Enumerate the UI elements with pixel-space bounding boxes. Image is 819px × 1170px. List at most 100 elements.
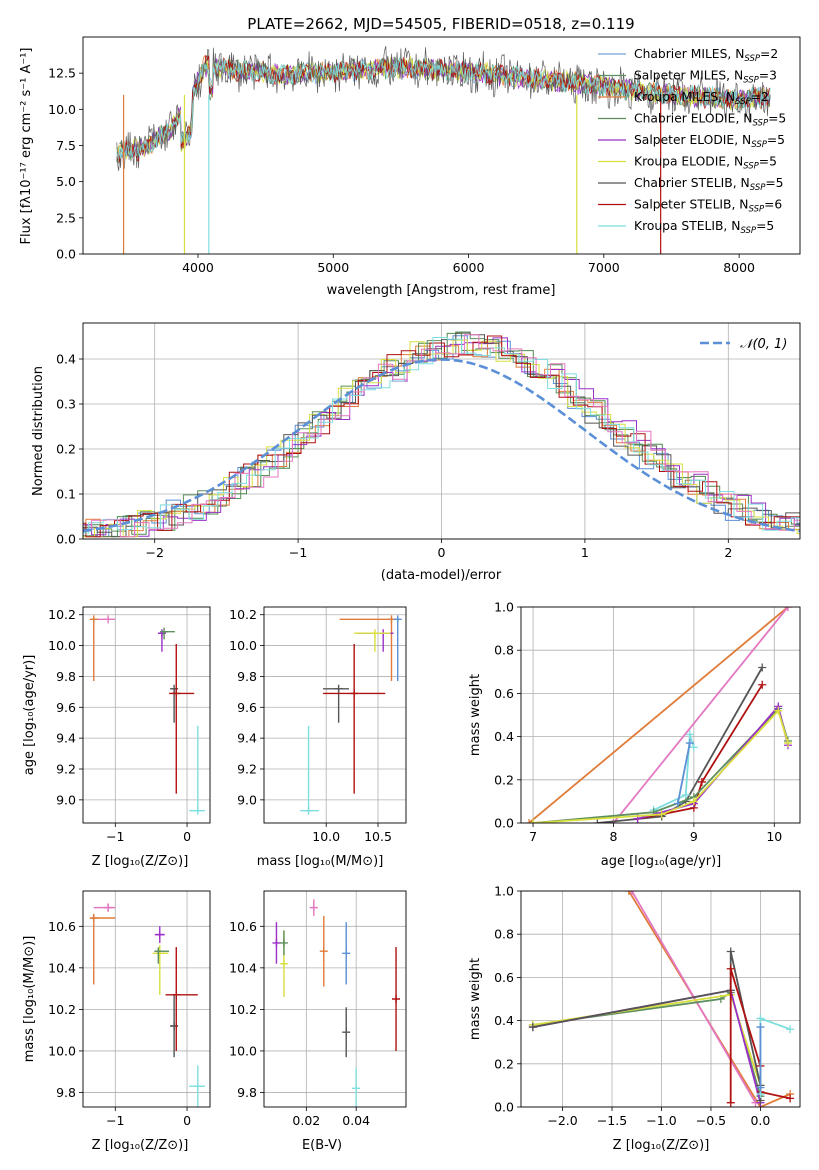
age-vs-Z-data-layer — [89, 615, 205, 815]
age-vs-mass-point-marker — [304, 806, 313, 815]
age-vs-Z-point-marker — [172, 689, 181, 698]
spectrum-ytick-label: 2.5 — [56, 210, 76, 225]
age-vs-mass-point-marker — [334, 684, 343, 693]
residual-ytick-label: 0.2 — [56, 442, 76, 457]
mass-weight-vs-Z-point-marker — [726, 947, 735, 956]
mass-weight-vs-age-point-marker — [609, 819, 618, 823]
spectrum-title: PLATE=2662, MJD=54505, FIBERID=0518, z=0… — [247, 15, 634, 33]
age-vs-Z-panel: −1 0 9.0 9.2 9.4 9.6 9.8 10.0 10.2 Z [log₁₀(Z/Z⊙… — [22, 606, 211, 869]
age-vs-mass-xtick-label: 10.0 — [312, 829, 340, 844]
mass-vs-Z-point-marker — [155, 949, 164, 958]
spectrum-xtick-label: 7000 — [588, 260, 620, 275]
residual-xtick-label: −2 — [145, 545, 163, 560]
mass-vs-Z-point-marker — [89, 914, 98, 922]
normal-curve-legend-label: 𝒩(0, 1) — [740, 337, 787, 352]
mass-vs-EBV-ytick-label: 10.6 — [229, 919, 257, 934]
age-vs-mass-panel: 10.0 10.5 9.0 9.2 9.4 9.6 9.8 10.0 10.2 mass [lo… — [229, 606, 407, 869]
mass-weight-vs-Z-ytick-label: 0.4 — [494, 1013, 514, 1028]
residual-xtick-label: −1 — [289, 545, 307, 560]
mass-vs-Z-ytick-label: 10.4 — [48, 960, 76, 975]
spectrum-legend-label: Salpeter MILES, NSSP=3 — [634, 69, 777, 86]
mass-weight-vs-Z-series-line — [628, 891, 791, 1107]
residual-xtick-label: 1 — [581, 545, 589, 560]
residual-xtick-label: 0 — [438, 545, 446, 560]
spectrum-xtick-label: 6000 — [453, 260, 485, 275]
age-vs-Z-point-marker — [89, 615, 98, 624]
mass-weight-vs-age-series-line — [676, 742, 691, 804]
mass-weight-vs-age-point-marker — [593, 819, 602, 823]
mass-weight-vs-age-point-marker — [525, 819, 534, 823]
spectrum-series-line — [116, 55, 771, 160]
age-vs-Z-ytick-label: 10.0 — [48, 638, 76, 653]
residual-xlabel: (data-model)/error — [381, 568, 502, 583]
mass-weight-vs-age-xtick-label: 7 — [529, 829, 537, 844]
residual-histogram-step — [83, 337, 800, 534]
age-vs-Z-xtick-label: −1 — [106, 829, 124, 844]
mass-weight-vs-Z-xtick-label: −2.0 — [547, 1113, 577, 1128]
age-vs-Z-axes-frame — [82, 606, 211, 824]
residual-histogram-panel: −2 −1 0 1 2 0.0 0.1 0.2 0.3 0.4 (data-model)/erro… — [31, 322, 801, 583]
age-vs-mass-ytick-label: 10.0 — [229, 638, 257, 653]
age-vs-mass-xtick-label: 10.5 — [364, 829, 392, 844]
spectrum-xtick-label: 4000 — [182, 260, 214, 275]
residual-ylabel: Normed distribution — [31, 366, 46, 496]
mass-vs-Z-plot-area: −1 0 9.8 10.0 10.2 10.4 10.6 — [48, 890, 211, 1128]
age-vs-Z-xlabel: Z [log₁₀(Z/Z⊙)] — [92, 854, 189, 869]
age-vs-Z-ytick-label: 10.2 — [48, 607, 76, 622]
mass-weight-vs-age-point-marker — [673, 799, 682, 808]
mass-weight-vs-age-ylabel: mass weight — [468, 674, 483, 756]
age-vs-mass-ytick-label: 9.8 — [237, 669, 257, 684]
spectrum-legend-label: Chabrier MILES, NSSP=2 — [634, 47, 778, 64]
mass-weight-vs-age-ytick-label: 1.0 — [494, 600, 514, 615]
mass-weight-vs-Z-point-marker — [726, 964, 735, 973]
mass-vs-EBV-point-marker — [319, 947, 328, 956]
mass-weight-vs-Z-ytick-label: 1.0 — [494, 884, 514, 899]
mass-vs-EBV-xtick-label: 0.02 — [292, 1113, 320, 1128]
mass-weight-vs-age-point-marker — [774, 706, 783, 715]
mass-vs-Z-panel: −1 0 9.8 10.0 10.2 10.4 10.6 Z [log₁₀(Z/Z⊙)] m… — [22, 890, 211, 1153]
mass-weight-vs-age-series-line — [612, 607, 789, 823]
mass-weight-vs-Z-ylabel: mass weight — [468, 958, 483, 1040]
mass-weight-vs-age-series-line — [653, 734, 695, 811]
mass-vs-EBV-ytick-label: 10.2 — [229, 1002, 257, 1017]
mass-weight-vs-Z-axes-frame — [520, 890, 801, 1108]
residual-xtick-label: 2 — [724, 545, 732, 560]
spectrum-legend-label: Chabrier ELODIE, NSSP=5 — [634, 112, 786, 129]
mass-weight-vs-Z-point-marker — [756, 1023, 765, 1032]
age-vs-mass-axes-frame — [263, 606, 407, 824]
mass-weight-vs-age-point-marker — [758, 680, 767, 689]
mass-vs-EBV-xlabel: E(B-V) — [302, 1138, 342, 1153]
age-vs-Z-ytick-label: 9.2 — [56, 762, 76, 777]
residual-histogram-step — [83, 339, 800, 538]
mass-weight-vs-age-point-marker — [681, 790, 690, 799]
mass-weight-vs-age-xtick-label: 10 — [766, 829, 782, 844]
residual-data-layer — [83, 331, 800, 538]
mass-weight-vs-age-point-marker — [685, 730, 694, 739]
spectrum-legend-label: Kroupa ELODIE, NSSP=5 — [634, 155, 777, 172]
mass-vs-Z-point-marker — [154, 947, 163, 956]
spectrum-legend-label: Salpeter ELODIE, NSSP=5 — [634, 133, 785, 150]
mass-weight-vs-age-point-marker — [758, 663, 767, 672]
mass-weight-vs-Z-data-layer — [528, 891, 795, 1107]
residual-histogram-step — [83, 335, 800, 538]
spectrum-xtick-label: 5000 — [317, 260, 349, 275]
residual-plot-area: −2 −1 0 1 2 0.0 0.1 0.2 0.3 0.4 — [56, 322, 801, 560]
mass-vs-Z-ytick-label: 10.2 — [48, 1002, 76, 1017]
residual-ytick-label: 0.3 — [56, 397, 76, 412]
mass-weight-vs-Z-ytick-label: 0.2 — [494, 1056, 514, 1071]
mass-weight-vs-Z-xtick-label: −0.5 — [696, 1113, 726, 1128]
spectrum-ytick-label: 5.0 — [56, 174, 76, 189]
age-vs-Z-ytick-label: 9.4 — [56, 731, 76, 746]
mass-weight-vs-Z-plot-area: −2.0 −1.5 −1.0 −0.5 0.0 0.0 0.2 0.4 0.6 0.8 1.0 — [494, 884, 801, 1128]
mass-vs-Z-axes-frame — [82, 890, 211, 1108]
mass-weight-vs-Z-point-marker — [624, 891, 633, 895]
spectrum-xlabel: wavelength [Angstrom, rest frame] — [327, 283, 556, 298]
mass-vs-Z-xtick-label: 0 — [183, 1113, 191, 1128]
mass-vs-EBV-ytick-label: 10.4 — [229, 960, 257, 975]
mass-vs-EBV-ytick-label: 9.8 — [237, 1085, 257, 1100]
residual-histogram-step — [83, 334, 800, 538]
mass-weight-vs-age-point-marker — [697, 777, 706, 786]
age-vs-Z-point-marker — [104, 615, 113, 624]
spectrum-series-line — [116, 56, 771, 160]
spectrum-legend-label: Kroupa STELIB, NSSP=5 — [634, 219, 774, 236]
